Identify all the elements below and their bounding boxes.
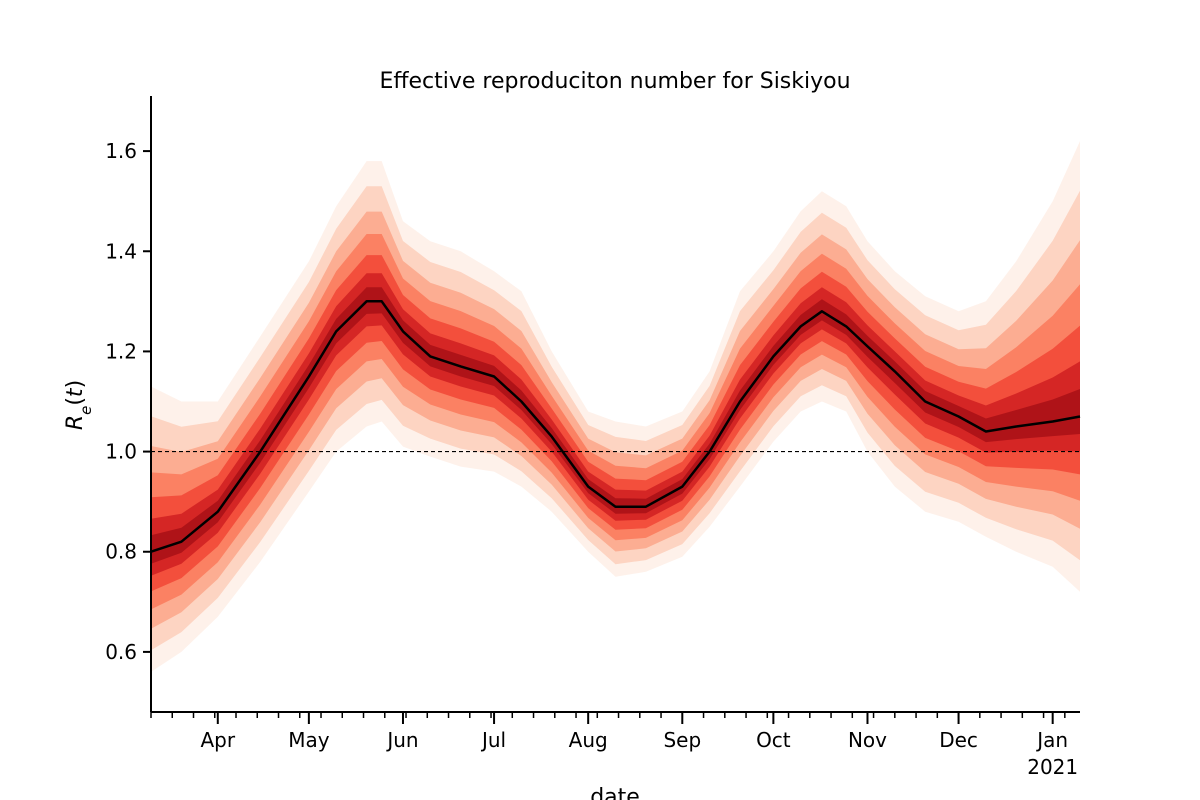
uncertainty-band-5: [151, 273, 1080, 576]
x-tick-label: Apr: [200, 728, 235, 752]
y-tick-label: 1.0: [105, 440, 137, 464]
x-tick-label: Dec: [939, 728, 978, 752]
x-axis-label: date: [590, 785, 640, 800]
y-axis-label: Re(t): [63, 380, 95, 430]
y-tick-label: 0.6: [105, 640, 137, 664]
median-line: [150, 300, 1081, 553]
x-tick-label: Oct: [756, 728, 791, 752]
x-tick-label: Aug: [569, 728, 608, 752]
x-tick-label: Jun: [385, 728, 418, 752]
x-tick-label: Nov: [848, 728, 887, 752]
y-tick-label: 1.4: [105, 239, 137, 263]
x-year-label: 2021: [1027, 755, 1078, 779]
y-tick-label: 1.6: [105, 139, 137, 163]
x-tick-label: May: [288, 728, 330, 752]
axes: 0.6 0.8 1.0 1.2 1.4 1.6 Apr May Jun Jul Aug Sep Oct N…: [105, 96, 1080, 779]
y-tick-label: 1.2: [105, 339, 137, 363]
uncertainty-band-6: [151, 287, 1080, 564]
svg-text:Re(t): Re(t): [63, 380, 95, 430]
chart-title: Effective reproduciton number for Siskiy…: [379, 69, 850, 94]
x-tick-label: Jul: [480, 728, 506, 752]
x-tick-label: Jan: [1035, 728, 1068, 752]
y-tick-label: 0.8: [105, 540, 137, 564]
x-tick-label: Sep: [663, 728, 701, 752]
median-line-group: [150, 300, 1081, 553]
